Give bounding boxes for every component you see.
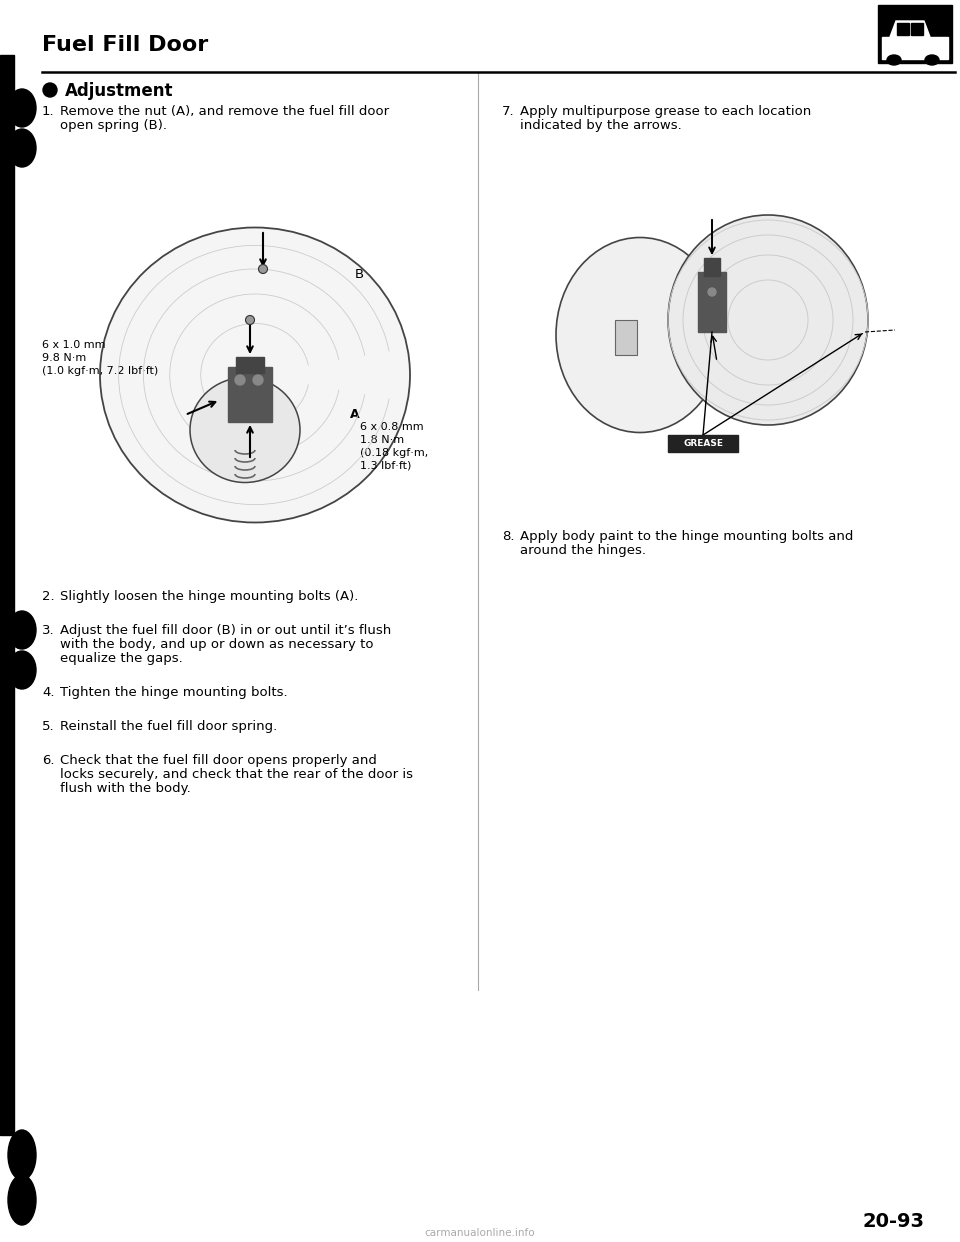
Ellipse shape	[246, 315, 254, 324]
Ellipse shape	[8, 611, 36, 650]
Ellipse shape	[258, 265, 268, 273]
Bar	[882, 37, 948, 60]
Text: indicated by the arrows.: indicated by the arrows.	[520, 119, 682, 132]
Text: 5.: 5.	[42, 720, 55, 733]
Text: 4.: 4.	[42, 686, 55, 699]
Text: around the hinges.: around the hinges.	[520, 544, 646, 556]
Bar	[668, 435, 738, 452]
Bar	[228, 366, 272, 422]
Text: (1.0 kgf·m, 7.2 lbf·ft): (1.0 kgf·m, 7.2 lbf·ft)	[42, 366, 158, 376]
Text: GREASE: GREASE	[683, 438, 723, 448]
Ellipse shape	[8, 1130, 36, 1180]
Bar	[878, 5, 952, 63]
Text: 6 x 1.0 mm: 6 x 1.0 mm	[42, 340, 106, 350]
Text: Fuel Fill Door: Fuel Fill Door	[42, 35, 208, 55]
Text: carmanualonline.info: carmanualonline.info	[424, 1228, 536, 1238]
Ellipse shape	[668, 215, 868, 425]
Text: 20-93: 20-93	[862, 1212, 924, 1231]
Ellipse shape	[235, 375, 245, 385]
Bar	[698, 272, 726, 332]
Text: Check that the fuel fill door opens properly and: Check that the fuel fill door opens prop…	[60, 754, 377, 768]
Ellipse shape	[8, 651, 36, 689]
Text: Remove the nut (A), and remove the fuel fill door: Remove the nut (A), and remove the fuel …	[60, 106, 389, 118]
Text: 3.: 3.	[42, 623, 55, 637]
Polygon shape	[890, 21, 930, 37]
Ellipse shape	[8, 129, 36, 166]
Text: flush with the body.: flush with the body.	[60, 782, 191, 795]
Text: 6 x 0.8 mm: 6 x 0.8 mm	[360, 422, 423, 432]
Ellipse shape	[43, 83, 57, 97]
Text: 6.: 6.	[42, 754, 55, 768]
Ellipse shape	[253, 375, 263, 385]
Text: 1.8 N·m: 1.8 N·m	[360, 435, 404, 445]
Text: Tighten the hinge mounting bolts.: Tighten the hinge mounting bolts.	[60, 686, 288, 699]
Bar	[615, 320, 637, 355]
Ellipse shape	[925, 55, 939, 65]
Ellipse shape	[556, 237, 724, 432]
Text: A: A	[350, 409, 360, 421]
Text: with the body, and up or down as necessary to: with the body, and up or down as necessa…	[60, 638, 373, 651]
Text: Adjustment: Adjustment	[65, 82, 174, 101]
Ellipse shape	[887, 55, 901, 65]
Text: locks securely, and check that the rear of the door is: locks securely, and check that the rear …	[60, 768, 413, 781]
Text: Slightly loosen the hinge mounting bolts (A).: Slightly loosen the hinge mounting bolts…	[60, 590, 358, 604]
Text: Apply multipurpose grease to each location: Apply multipurpose grease to each locati…	[520, 106, 811, 118]
Text: 1.: 1.	[42, 106, 55, 118]
Text: open spring (B).: open spring (B).	[60, 119, 167, 132]
Text: 8.: 8.	[502, 530, 515, 543]
Text: B: B	[355, 268, 364, 281]
Bar	[897, 24, 909, 35]
Text: equalize the gaps.: equalize the gaps.	[60, 652, 182, 664]
Text: Adjust the fuel fill door (B) in or out until it’s flush: Adjust the fuel fill door (B) in or out …	[60, 623, 392, 637]
Bar	[911, 24, 923, 35]
Text: (0.18 kgf·m,: (0.18 kgf·m,	[360, 448, 428, 458]
Bar	[0, 55, 14, 1135]
Bar	[704, 258, 720, 276]
Ellipse shape	[8, 89, 36, 127]
Text: 1.3 lbf·ft): 1.3 lbf·ft)	[360, 461, 412, 471]
Ellipse shape	[8, 1175, 36, 1225]
Text: 7.: 7.	[502, 106, 515, 118]
Text: Reinstall the fuel fill door spring.: Reinstall the fuel fill door spring.	[60, 720, 277, 733]
Text: Apply body paint to the hinge mounting bolts and: Apply body paint to the hinge mounting b…	[520, 530, 853, 543]
Text: 2.: 2.	[42, 590, 55, 604]
Ellipse shape	[708, 288, 716, 296]
Text: 9.8 N·m: 9.8 N·m	[42, 353, 86, 363]
Ellipse shape	[190, 378, 300, 482]
Ellipse shape	[100, 227, 410, 523]
Bar	[236, 356, 264, 373]
